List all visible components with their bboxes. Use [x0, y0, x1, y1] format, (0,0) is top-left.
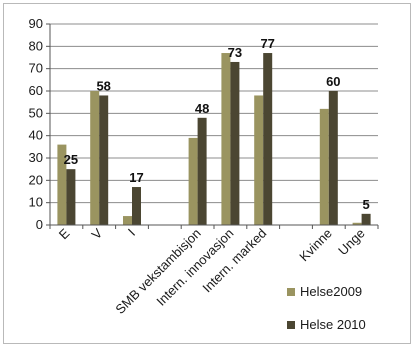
bar-helse2010: [197, 117, 207, 225]
y-tick-label: 90: [29, 16, 43, 31]
bar-helse2010: [132, 187, 141, 225]
y-tick-label: 0: [36, 217, 43, 232]
data-label: 77: [260, 36, 274, 51]
x-category-label: E: [56, 225, 73, 242]
data-label: 48: [195, 101, 209, 116]
y-tick-label: 50: [29, 105, 43, 120]
data-label: 25: [64, 152, 78, 167]
y-tick-label: 10: [29, 195, 43, 210]
bar-helse2009: [221, 53, 231, 226]
bar-helse2010: [361, 213, 371, 225]
x-category-label: V: [89, 225, 106, 242]
bar-helse2010: [66, 169, 76, 225]
data-label: 58: [96, 78, 110, 93]
bar-helse2010: [230, 61, 240, 225]
y-tick-label: 30: [29, 150, 43, 165]
y-tick-label: 40: [29, 128, 43, 143]
bar-helse2009: [123, 216, 132, 225]
y-tick-label: 20: [29, 172, 43, 187]
data-label: 60: [326, 74, 340, 89]
y-axis-ticks: 0 10 20 30 40 50 60 70 80 90: [29, 16, 50, 232]
data-labels: 25 58 17 48 73 77 60 5: [64, 36, 370, 212]
data-label: 17: [129, 170, 143, 185]
legend-swatch: [287, 321, 295, 329]
bar-helse2009: [57, 144, 67, 225]
legend-label: Helse 2010: [300, 317, 366, 332]
data-label: 73: [228, 45, 242, 60]
bar-helse2009: [254, 95, 264, 225]
bar-helse2010: [263, 53, 273, 226]
x-category-label: Kvinne: [296, 226, 335, 265]
legend: Helse2009 Helse 2010: [287, 284, 366, 332]
bar-helse2009: [90, 91, 100, 225]
bar-helse2010: [99, 95, 109, 225]
bars: [57, 53, 371, 226]
bar-helse2009: [319, 108, 329, 225]
x-category-label: Unge: [335, 226, 368, 259]
y-tick-label: 80: [29, 38, 43, 53]
bar-helse2009: [188, 137, 198, 225]
bar-helse2010: [328, 91, 338, 225]
y-tick-label: 70: [29, 61, 43, 76]
legend-label: Helse2009: [300, 284, 362, 299]
bar-helse2009: [352, 222, 362, 225]
x-category-label: I: [125, 226, 138, 239]
data-label: 5: [362, 197, 369, 212]
y-tick-label: 60: [29, 83, 43, 98]
legend-swatch: [287, 288, 295, 296]
